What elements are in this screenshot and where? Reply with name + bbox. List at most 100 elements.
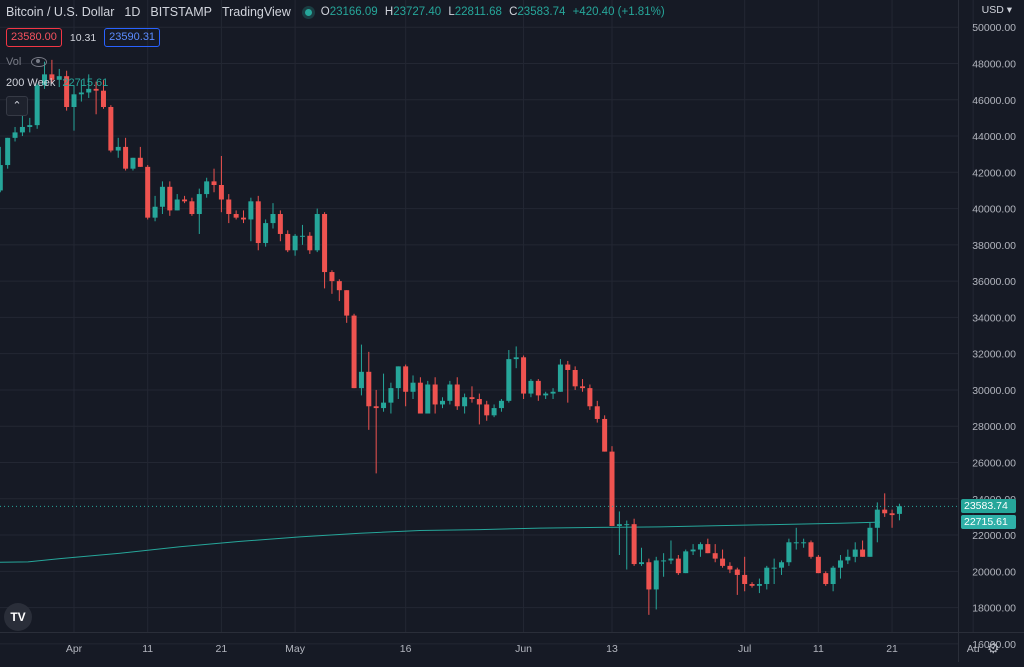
candle-up[interactable] <box>550 388 556 400</box>
candle-up[interactable] <box>314 208 320 253</box>
candle-up[interactable] <box>771 558 777 585</box>
candle-up[interactable] <box>159 181 165 215</box>
candle-up[interactable] <box>130 157 136 171</box>
candle-down[interactable] <box>808 540 814 559</box>
candle-down[interactable] <box>226 194 232 224</box>
candle-down[interactable] <box>823 571 829 586</box>
candle-up[interactable] <box>491 404 497 418</box>
candle-down[interactable] <box>734 567 740 595</box>
candle-up[interactable] <box>299 224 305 245</box>
candle-down[interactable] <box>521 355 527 400</box>
candle-up[interactable] <box>830 565 836 592</box>
candle-up[interactable] <box>248 197 254 242</box>
candle-up[interactable] <box>56 68 62 88</box>
candle-up[interactable] <box>638 547 644 566</box>
candle-up[interactable] <box>690 544 696 555</box>
eye-icon[interactable] <box>31 57 48 67</box>
candle-up[interactable] <box>462 393 468 414</box>
candle-up[interactable] <box>395 366 401 400</box>
candle-up[interactable] <box>19 114 25 137</box>
candle-up[interactable] <box>779 560 785 575</box>
candle-down[interactable] <box>373 389 379 474</box>
symbol-title[interactable]: Bitcoin / U.S. Dollar <box>6 5 115 19</box>
candle-up[interactable] <box>624 520 630 570</box>
candle-up[interactable] <box>263 219 269 247</box>
candle-up[interactable] <box>381 373 387 412</box>
candle-down[interactable] <box>351 313 357 389</box>
candle-down[interactable] <box>594 400 600 423</box>
candle-down[interactable] <box>285 230 291 253</box>
candle-up[interactable] <box>513 346 519 369</box>
candle-up[interactable] <box>683 549 689 574</box>
buy-button[interactable]: 23590.31 <box>104 28 161 47</box>
volume-indicator-row[interactable]: Vol <box>6 56 48 68</box>
candle-down[interactable] <box>366 351 372 430</box>
candle-down[interactable] <box>675 554 681 575</box>
candle-down[interactable] <box>609 446 615 526</box>
candle-down[interactable] <box>432 377 438 414</box>
tradingview-logo[interactable]: TV <box>4 603 32 631</box>
candle-down[interactable] <box>277 210 283 242</box>
candle-down[interactable] <box>322 212 328 289</box>
candle-up[interactable] <box>616 511 622 555</box>
candle-down[interactable] <box>580 379 586 392</box>
candle-down[interactable] <box>218 155 224 213</box>
candle-down[interactable] <box>565 360 571 403</box>
candle-down[interactable] <box>417 377 423 414</box>
candle-up[interactable] <box>440 397 445 409</box>
candle-down[interactable] <box>255 195 261 251</box>
sell-button[interactable]: 23580.00 <box>6 28 62 47</box>
candle-down[interactable] <box>454 377 460 410</box>
ma-indicator-row[interactable]: 200 Week 22715.61 <box>6 77 108 89</box>
candle-down[interactable] <box>535 379 541 401</box>
collapse-legend-button[interactable]: ⌃ <box>6 96 28 116</box>
candle-down[interactable] <box>742 556 748 592</box>
candle-up[interactable] <box>447 380 453 405</box>
candle-up[interactable] <box>852 542 858 563</box>
candle-up[interactable] <box>425 380 431 414</box>
gear-icon[interactable]: ⚙ <box>987 640 1000 656</box>
candle-up[interactable] <box>174 194 180 211</box>
candle-up[interactable] <box>506 350 512 403</box>
candle-up[interactable] <box>86 74 92 98</box>
candle-up[interactable] <box>115 137 121 158</box>
candle-down[interactable] <box>484 400 490 421</box>
candle-down[interactable] <box>344 290 350 323</box>
candle-up[interactable] <box>801 538 807 548</box>
candle-up[interactable] <box>5 137 11 169</box>
candle-up[interactable] <box>697 542 703 557</box>
candle-up[interactable] <box>896 503 902 521</box>
candle-down[interactable] <box>712 544 718 563</box>
candle-down[interactable] <box>49 59 55 84</box>
candle-down[interactable] <box>646 558 652 615</box>
candle-down[interactable] <box>631 518 637 566</box>
candle-down[interactable] <box>889 509 895 528</box>
candle-down[interactable] <box>233 210 239 220</box>
candle-up[interactable] <box>845 549 851 565</box>
candle-down[interactable] <box>720 549 726 568</box>
candle-down[interactable] <box>469 386 475 403</box>
candle-down[interactable] <box>476 393 482 425</box>
candle-down[interactable] <box>727 562 733 574</box>
candle-up[interactable] <box>528 379 534 398</box>
candle-up[interactable] <box>270 203 276 229</box>
interval-label[interactable]: 1D <box>124 5 141 19</box>
candle-down[interactable] <box>145 165 151 220</box>
candle-up[interactable] <box>34 83 40 129</box>
candle-down[interactable] <box>108 105 114 153</box>
candle-down[interactable] <box>307 232 313 254</box>
candle-up[interactable] <box>358 344 364 396</box>
candle-up[interactable] <box>152 195 158 222</box>
candle-down[interactable] <box>587 384 593 410</box>
candle-up[interactable] <box>764 565 770 590</box>
candle-up[interactable] <box>0 146 3 193</box>
candle-up[interactable] <box>196 188 202 234</box>
candle-down[interactable] <box>167 181 173 216</box>
candle-up[interactable] <box>71 85 77 131</box>
candle-down[interactable] <box>100 79 106 109</box>
candle-up[interactable] <box>12 126 18 142</box>
candle-down[interactable] <box>329 270 335 294</box>
candle-up[interactable] <box>867 522 873 557</box>
candle-down[interactable] <box>241 210 247 224</box>
candle-down[interactable] <box>189 197 195 216</box>
